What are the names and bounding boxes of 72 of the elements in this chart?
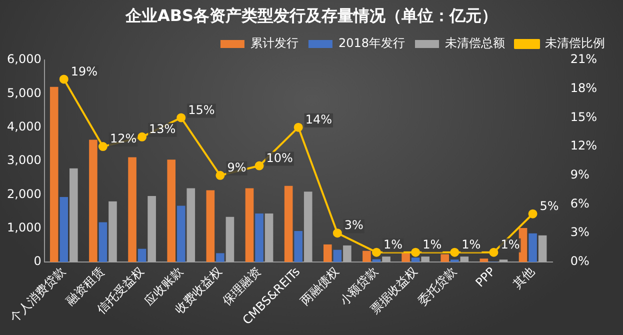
point [450,248,460,257]
bar [206,190,215,262]
y-tick-label: 1,000 [6,220,42,234]
point [98,142,108,152]
x-tick-label: 委托贷款 [415,264,459,308]
data-label: 14% [305,112,332,126]
point [176,113,186,122]
y2-tick-label: 6% [570,196,590,210]
data-label: 1% [500,237,520,252]
bar [333,250,342,262]
y-tick-label: 0 [34,254,42,268]
bar [60,196,68,262]
point [528,209,538,218]
y-tick-label: 6,000 [6,52,42,66]
legend-label: 累计发行 [250,36,298,50]
y-tick-label: 4,000 [6,119,42,134]
legend-label: 未清偿总额 [445,36,505,50]
bar [411,258,420,262]
point [294,122,303,132]
y2-tick-label: 3% [570,225,590,240]
data-label: 12% [110,132,137,146]
data-label: 3% [344,218,364,232]
legend-label: 2018年发行 [338,36,406,50]
bar [284,186,293,262]
y2-tick-label: 12% [570,138,597,153]
data-label: 1% [462,237,481,252]
y2-tick-label: 0% [570,254,590,268]
point [59,74,68,84]
bar [440,254,450,262]
bar [255,213,264,262]
y-tick-label: 3,000 [6,153,42,168]
bar [372,259,381,262]
bar [128,157,136,262]
x-tick-label: 其他 [510,264,538,292]
legend-label: 未清偿比例 [545,36,605,50]
point [489,248,498,257]
point [332,228,342,238]
data-label: 19% [70,64,98,78]
bar [138,248,146,262]
bar [362,250,371,262]
data-label: 15% [188,102,215,117]
x-tick-label: PPP [472,264,498,290]
y2-tick-label: 21% [570,52,597,66]
data-label: 13% [149,122,176,136]
chart-title: 企业ABS各资产类型发行及存量情况（单位：亿元） [124,6,499,27]
data-label: 1% [383,237,403,252]
data-label: 9% [227,160,246,175]
point [372,248,381,257]
point [138,132,147,142]
y2-tick-label: 18% [570,80,597,95]
point [411,248,420,257]
y2-tick-label: 9% [570,168,590,182]
bar [480,258,488,262]
point [254,161,264,170]
y-tick-label: 2,000 [6,186,42,201]
bar [402,253,410,262]
y2-tick-label: 15% [570,110,597,124]
point [216,170,225,180]
data-label: 1% [422,237,442,252]
bar [176,206,186,262]
y-tick-label: 5,000 [6,86,42,100]
bar [323,244,332,262]
bar [216,253,224,262]
bar [89,140,98,262]
bar [528,233,537,262]
bar [50,86,58,262]
bar [167,160,176,262]
data-label: 5% [540,198,559,213]
bar [98,222,108,262]
data-label: 10% [266,150,293,165]
bar [245,188,254,262]
bar [294,230,302,262]
